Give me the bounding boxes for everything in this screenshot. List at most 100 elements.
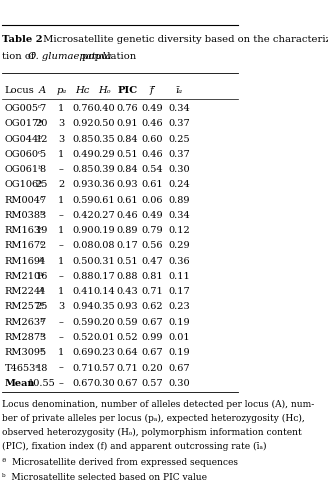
Text: 0.23: 0.23 <box>168 302 190 312</box>
Text: PIC: PIC <box>117 85 137 95</box>
Text: 0.36: 0.36 <box>93 180 115 190</box>
Text: 0.31: 0.31 <box>93 257 115 266</box>
Text: 0.69: 0.69 <box>72 348 93 357</box>
Text: 0.29: 0.29 <box>168 241 190 251</box>
Text: f̅: f̅ <box>151 85 154 95</box>
Text: ber of private alleles per locus (pₐ), expected heterozygosity (Hᴄ),: ber of private alleles per locus (pₐ), e… <box>2 414 305 423</box>
Text: 0.52: 0.52 <box>72 333 93 342</box>
Text: OG106ᵇ: OG106ᵇ <box>5 180 43 190</box>
Text: OG017ᵇ: OG017ᵇ <box>5 120 43 128</box>
Text: 0.59: 0.59 <box>72 196 93 204</box>
Text: –: – <box>59 318 64 327</box>
Text: 0.12: 0.12 <box>168 226 190 235</box>
Text: 25: 25 <box>36 180 48 190</box>
Text: 3: 3 <box>58 302 64 312</box>
Text: 18: 18 <box>36 363 48 372</box>
Text: 5: 5 <box>39 348 45 357</box>
Text: 0.34: 0.34 <box>168 211 190 220</box>
Text: 1: 1 <box>58 257 64 266</box>
Text: 7: 7 <box>39 196 45 204</box>
Text: 0.67: 0.67 <box>142 348 163 357</box>
Text: 0.50: 0.50 <box>94 120 115 128</box>
Text: Table 2: Table 2 <box>2 35 43 44</box>
Text: OG005ᶜ: OG005ᶜ <box>5 104 42 113</box>
Text: 0.85: 0.85 <box>72 134 93 144</box>
Text: ª  Microsatellite derived from expressed sequences: ª Microsatellite derived from expressed … <box>2 458 238 467</box>
Text: 0.59: 0.59 <box>116 318 138 327</box>
Text: 0.37: 0.37 <box>168 150 190 159</box>
Text: 4: 4 <box>39 287 45 296</box>
Text: 0.81: 0.81 <box>142 272 163 281</box>
Text: 0.61: 0.61 <box>93 196 115 204</box>
Text: 0.57: 0.57 <box>142 379 163 388</box>
Text: 0.27: 0.27 <box>93 211 115 220</box>
Text: 19: 19 <box>36 226 48 235</box>
Text: 0.34: 0.34 <box>168 104 190 113</box>
Text: 0.67: 0.67 <box>168 363 190 372</box>
Text: 0.84: 0.84 <box>116 165 138 174</box>
Text: 1: 1 <box>58 104 64 113</box>
Text: 0.79: 0.79 <box>142 226 163 235</box>
Text: OG044ᵇ: OG044ᵇ <box>5 134 43 144</box>
Text: 3: 3 <box>58 134 64 144</box>
Text: –: – <box>59 165 64 174</box>
Text: 3: 3 <box>58 120 64 128</box>
Text: Hₒ: Hₒ <box>98 85 111 95</box>
Text: 0.49: 0.49 <box>142 104 163 113</box>
Text: RM257ᵇ: RM257ᵇ <box>5 302 45 312</box>
Text: 0.30: 0.30 <box>168 379 190 388</box>
Text: 0.17: 0.17 <box>93 272 115 281</box>
Text: 0.08: 0.08 <box>72 241 93 251</box>
Text: 0.37: 0.37 <box>168 120 190 128</box>
Text: 0.30: 0.30 <box>93 379 115 388</box>
Text: T4653ᵃ: T4653ᵃ <box>5 363 40 372</box>
Text: 0.67: 0.67 <box>72 379 93 388</box>
Text: (PIC), fixation index (f) and apparent outcrossing rate (īₐ): (PIC), fixation index (f) and apparent o… <box>2 442 267 451</box>
Text: OG060ᶜ: OG060ᶜ <box>5 150 42 159</box>
Text: 0.49: 0.49 <box>142 211 163 220</box>
Text: 0.50: 0.50 <box>72 257 93 266</box>
Text: RM263ᵇ: RM263ᵇ <box>5 318 45 327</box>
Text: 1: 1 <box>58 196 64 204</box>
Text: Mean: Mean <box>5 379 35 388</box>
Text: 0.51: 0.51 <box>116 257 138 266</box>
Text: 0.17: 0.17 <box>116 241 138 251</box>
Text: 8: 8 <box>39 165 45 174</box>
Text: 0.43: 0.43 <box>116 287 138 296</box>
Text: 0.85: 0.85 <box>72 165 93 174</box>
Text: 1: 1 <box>58 226 64 235</box>
Text: 0.89: 0.89 <box>168 196 190 204</box>
Text: 3: 3 <box>39 211 45 220</box>
Text: O. glumaepatula: O. glumaepatula <box>28 52 111 61</box>
Text: 0.62: 0.62 <box>142 302 163 312</box>
Text: 0.64: 0.64 <box>116 348 138 357</box>
Text: 0.23: 0.23 <box>93 348 115 357</box>
Text: 0.47: 0.47 <box>141 257 163 266</box>
Text: 10.55: 10.55 <box>28 379 56 388</box>
Text: –: – <box>59 363 64 372</box>
Text: pₐ: pₐ <box>56 85 66 95</box>
Text: 1: 1 <box>58 348 64 357</box>
Text: 5: 5 <box>39 150 45 159</box>
Text: 1: 1 <box>58 150 64 159</box>
Text: 0.57: 0.57 <box>93 363 115 372</box>
Text: A: A <box>38 85 46 95</box>
Text: –: – <box>59 241 64 251</box>
Text: RM169ᵇ: RM169ᵇ <box>5 257 45 266</box>
Text: 0.46: 0.46 <box>142 150 163 159</box>
Text: 0.99: 0.99 <box>142 333 163 342</box>
Text: 12: 12 <box>36 134 48 144</box>
Text: –: – <box>59 333 64 342</box>
Text: 0.51: 0.51 <box>116 150 138 159</box>
Text: 0.67: 0.67 <box>116 379 138 388</box>
Text: 0.92: 0.92 <box>72 120 93 128</box>
Text: RM038ᵇ: RM038ᵇ <box>5 211 45 220</box>
Text: 2: 2 <box>39 241 45 251</box>
Text: –: – <box>59 379 64 388</box>
Text: 0.20: 0.20 <box>142 363 163 372</box>
Text: 0.19: 0.19 <box>168 318 190 327</box>
Text: 0.67: 0.67 <box>142 318 163 327</box>
Text: 16: 16 <box>36 272 48 281</box>
Text: 0.59: 0.59 <box>72 318 93 327</box>
Text: Hᴄ: Hᴄ <box>76 85 90 95</box>
